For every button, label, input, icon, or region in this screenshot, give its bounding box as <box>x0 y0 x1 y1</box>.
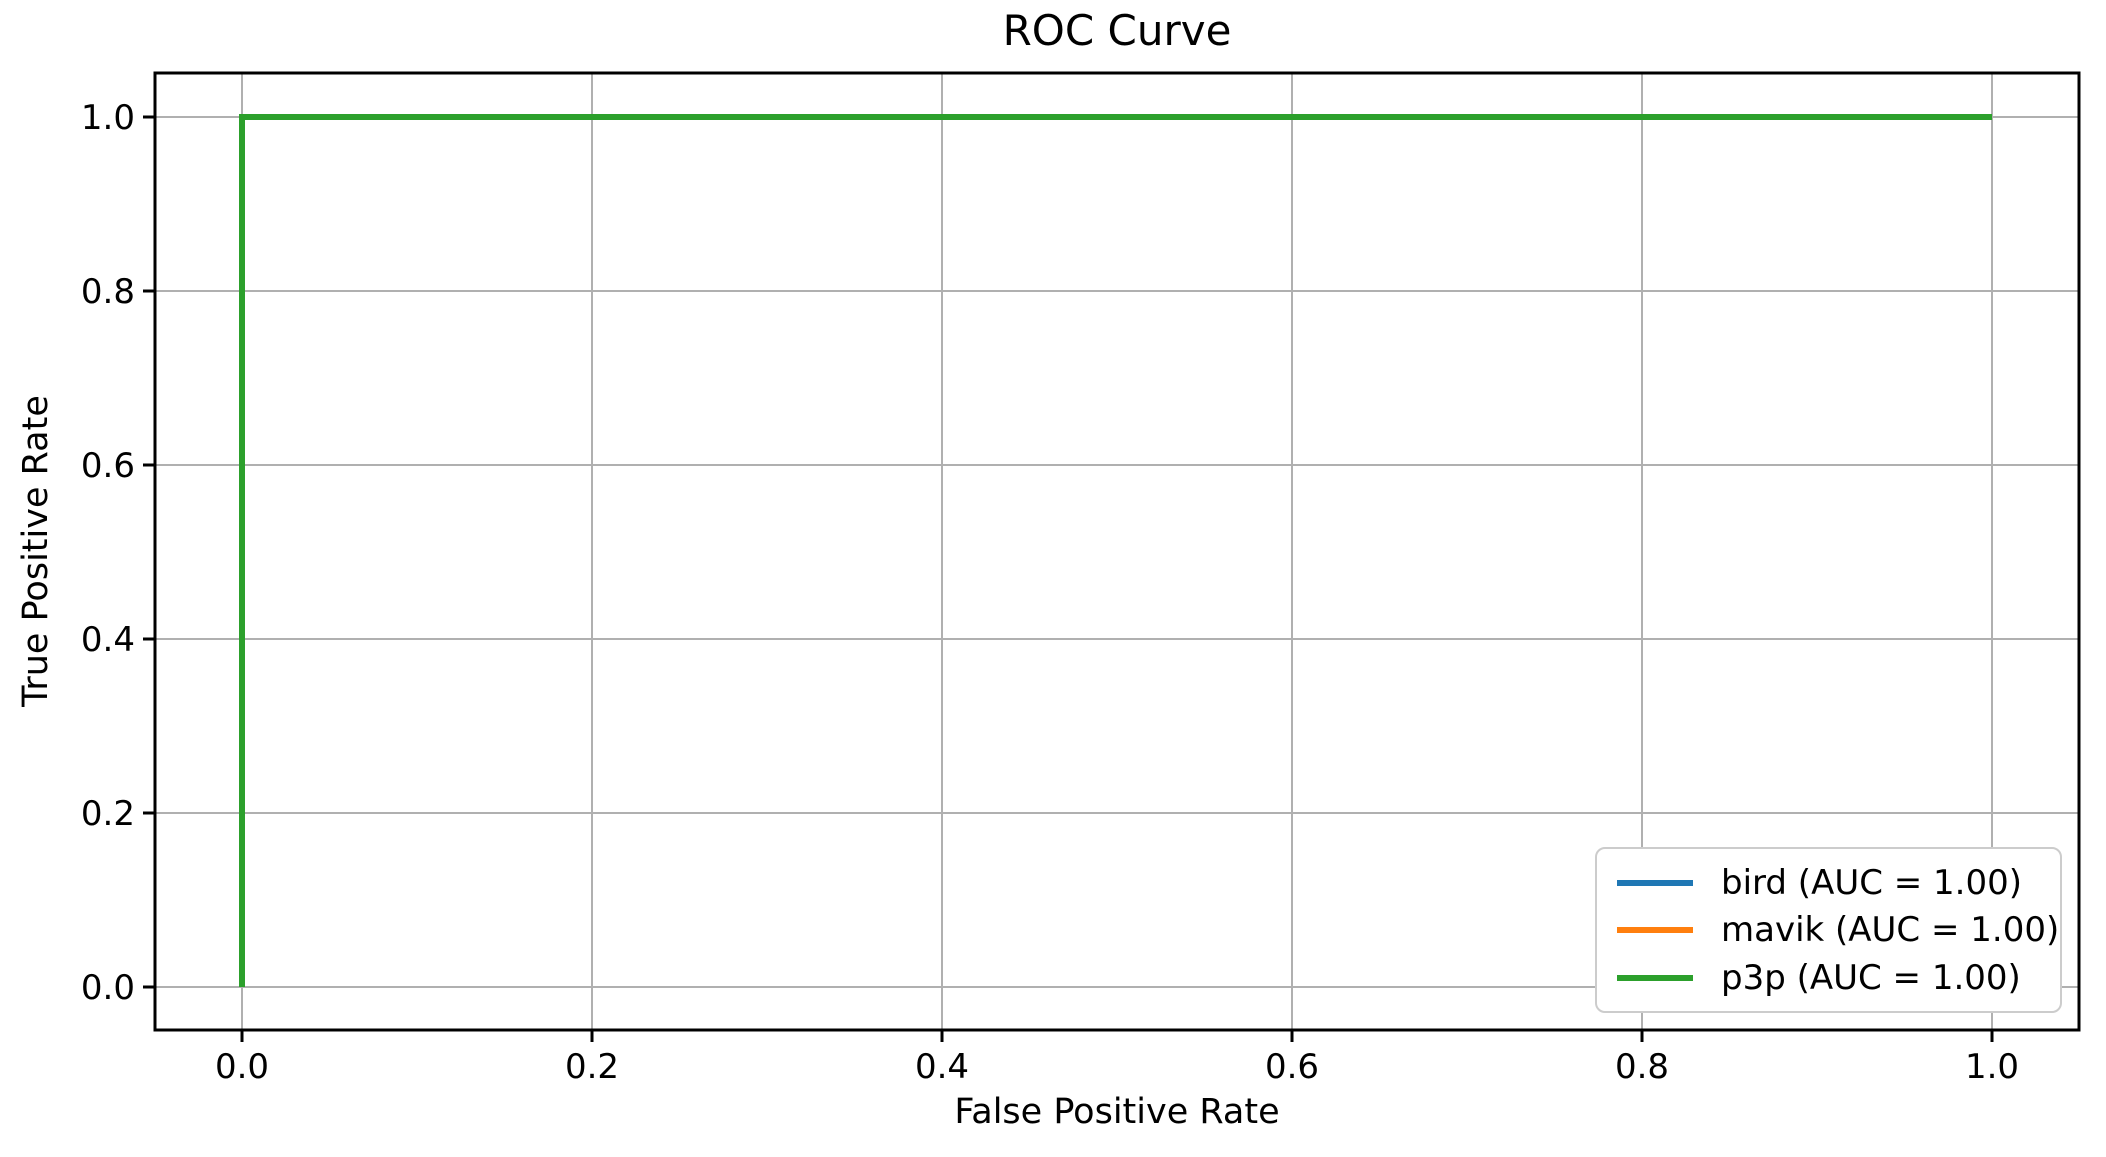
x-tick-label: 0.8 <box>1615 1047 1669 1087</box>
x-tick-label: 0.2 <box>565 1047 619 1087</box>
y-tick-label: 0.8 <box>81 272 135 312</box>
legend-label: bird (AUC = 1.00) <box>1721 862 2023 903</box>
legend-entry-p3p: p3p (AUC = 1.00) <box>1617 958 2040 998</box>
y-tick-label: 1.0 <box>81 98 135 138</box>
y-tick-label: 0.4 <box>81 620 135 660</box>
x-tick-label: 1.0 <box>1965 1047 2019 1087</box>
y-tick-label: 0.0 <box>81 968 135 1008</box>
legend: bird (AUC = 1.00) mavik (AUC = 1.00) p3p (… <box>1595 847 2062 1013</box>
x-axis-label: False Positive Rate <box>954 1092 1280 1132</box>
y-axis-label: True Positive Rate <box>16 395 56 707</box>
legend-label: mavik (AUC = 1.00) <box>1721 910 2060 950</box>
y-tick-label: 0.2 <box>81 794 135 834</box>
legend-label: p3p (AUC = 1.00) <box>1721 957 2021 998</box>
legend-entry-mavik: mavik (AUC = 1.00) <box>1617 910 2059 950</box>
roc-curve-p3p <box>239 114 1992 987</box>
x-tick-label: 0.4 <box>915 1047 969 1087</box>
legend-entry-bird: bird (AUC = 1.00) <box>1617 863 2040 903</box>
y-tick-label: 0.6 <box>81 446 135 486</box>
x-tick-label: 0.0 <box>215 1047 269 1087</box>
x-tick-label: 0.6 <box>1265 1047 1319 1087</box>
legend-line-swatch <box>1617 927 1693 933</box>
legend-line-swatch <box>1617 879 1693 886</box>
chart-title: ROC Curve <box>1002 6 1232 55</box>
axes-frame <box>153 71 2081 1032</box>
legend-line-swatch <box>1617 974 1693 981</box>
